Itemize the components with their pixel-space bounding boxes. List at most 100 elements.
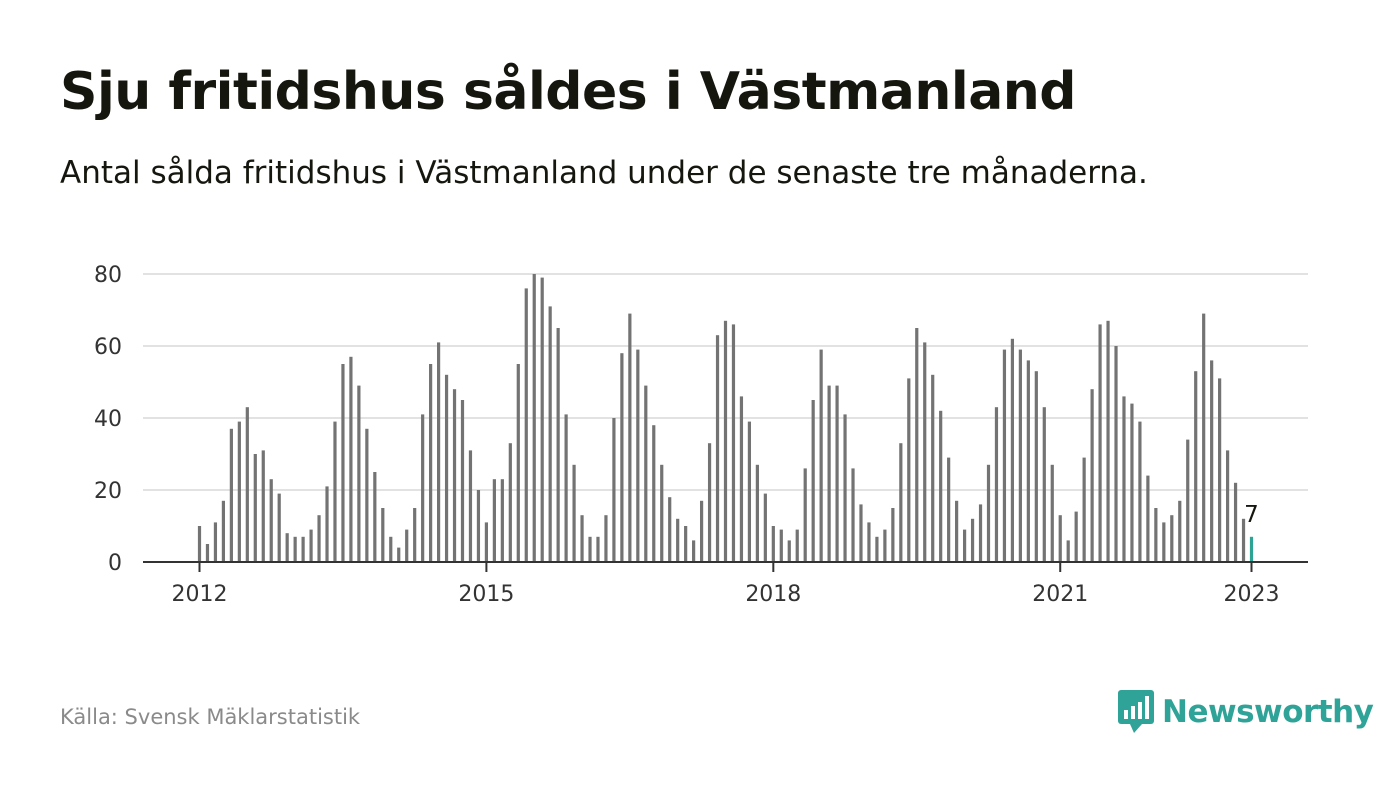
bar xyxy=(652,425,656,562)
bar xyxy=(931,374,935,562)
bar xyxy=(333,421,337,562)
labels: 0 20 40 60 80 2012 2015 2018 2021 2023 7 xyxy=(94,263,1280,607)
bar xyxy=(978,504,983,562)
bar xyxy=(939,410,943,562)
bar xyxy=(676,518,680,562)
bar xyxy=(819,349,823,562)
bar xyxy=(1241,518,1246,562)
bar xyxy=(1050,464,1054,562)
bar xyxy=(452,389,457,562)
bar xyxy=(771,526,775,562)
bar xyxy=(707,443,712,562)
bar xyxy=(1130,403,1134,562)
bar xyxy=(1034,371,1038,562)
bar xyxy=(269,479,273,562)
bar xyxy=(1178,500,1182,562)
bar xyxy=(1218,378,1222,562)
bar xyxy=(827,385,831,562)
bar xyxy=(556,328,560,562)
bar xyxy=(1186,439,1190,562)
bar xyxy=(413,508,417,562)
bar xyxy=(660,464,664,562)
bar xyxy=(962,529,967,562)
x-tick-label: 2015 xyxy=(458,582,514,607)
bar xyxy=(221,500,226,562)
bar xyxy=(468,450,473,562)
bar xyxy=(508,443,512,562)
bar xyxy=(301,536,305,562)
y-tick-label: 20 xyxy=(94,479,122,504)
bar xyxy=(859,504,863,562)
bar xyxy=(604,515,608,562)
source-note: Källa: Svensk Mäklarstatistik xyxy=(60,705,361,729)
bar xyxy=(516,364,520,562)
bar xyxy=(1162,522,1166,562)
bar xyxy=(1090,389,1094,562)
bar xyxy=(1066,540,1070,562)
bar xyxy=(309,529,313,562)
bar xyxy=(1106,320,1110,562)
newsworthy-logo: Newsworthy xyxy=(1118,690,1374,734)
bar xyxy=(1210,360,1214,562)
bar xyxy=(970,518,975,562)
bar xyxy=(835,385,839,562)
bar xyxy=(1114,346,1118,562)
bar xyxy=(381,508,385,562)
bar xyxy=(684,526,688,562)
bar xyxy=(947,457,951,562)
bar xyxy=(915,328,919,562)
bar xyxy=(245,407,249,562)
bar xyxy=(460,400,465,562)
bar xyxy=(763,493,767,562)
bar xyxy=(524,288,528,562)
bar xyxy=(628,313,632,562)
bar xyxy=(723,320,728,562)
bar xyxy=(349,356,353,562)
bar xyxy=(436,342,441,562)
bar xyxy=(1018,349,1022,562)
bar xyxy=(572,464,576,562)
bar xyxy=(955,500,959,562)
bar xyxy=(644,385,648,562)
bar xyxy=(1233,482,1238,562)
bar xyxy=(1082,457,1086,562)
bar xyxy=(357,385,361,562)
bar xyxy=(795,529,799,562)
bar xyxy=(923,342,927,562)
bar xyxy=(867,522,871,562)
bar xyxy=(715,335,720,562)
bar xyxy=(1002,349,1007,562)
bar xyxy=(253,454,257,562)
highlight-value-label: 7 xyxy=(1244,502,1259,528)
bar xyxy=(1154,508,1158,562)
bar xyxy=(500,479,504,562)
bar xyxy=(476,490,481,562)
bar-chart-speech-bubble-icon xyxy=(1118,690,1154,733)
bar xyxy=(803,468,807,562)
bar xyxy=(612,418,616,562)
bar xyxy=(994,407,999,562)
bar xyxy=(389,536,393,562)
bar xyxy=(699,500,704,562)
bar xyxy=(755,464,759,562)
bar xyxy=(229,428,233,562)
bar xyxy=(596,536,600,562)
bar xyxy=(317,515,321,562)
bar xyxy=(843,414,847,562)
bar xyxy=(564,414,568,562)
bar xyxy=(875,536,879,562)
bar xyxy=(1146,475,1150,562)
bar xyxy=(692,540,696,562)
bar xyxy=(636,349,640,562)
bar xyxy=(341,364,345,562)
bar xyxy=(1042,407,1046,562)
y-tick-label: 0 xyxy=(108,551,122,576)
bar xyxy=(580,515,584,562)
y-tick-label: 40 xyxy=(94,407,122,432)
bar xyxy=(237,421,241,562)
bar xyxy=(1098,324,1102,562)
bar xyxy=(365,428,369,562)
bar xyxy=(739,396,744,562)
bar xyxy=(588,536,592,562)
axes xyxy=(143,561,1308,572)
